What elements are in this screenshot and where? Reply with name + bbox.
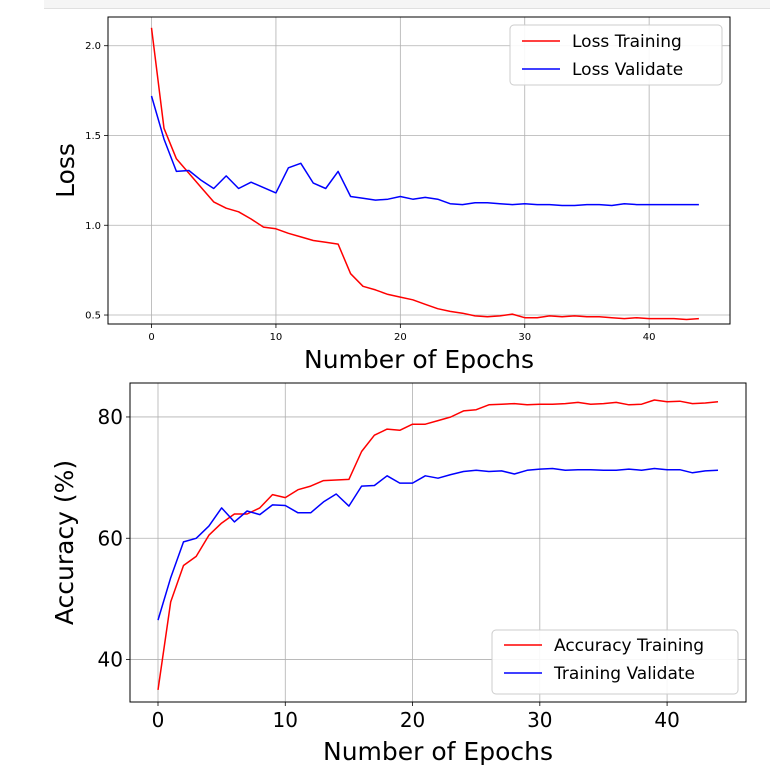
y-tick-label: 2.0 [85, 41, 101, 52]
legend-box [509, 24, 723, 86]
legend-label: Training Validate [553, 664, 695, 684]
x-tick-label: 0 [148, 332, 154, 343]
y-axis-label: Accuracy (%) [50, 460, 79, 625]
y-axis-label: Loss [51, 143, 80, 198]
y-tick-label: 1.5 [85, 131, 101, 142]
plot-frame [129, 382, 747, 703]
series-line [150, 95, 699, 207]
plot-frame [107, 16, 731, 325]
x-tick-label: 10 [270, 332, 283, 343]
x-axis-label: Number of Epochs [304, 345, 534, 374]
x-tick-label: 20 [394, 332, 407, 343]
legend: Accuracy Training Training Validate [491, 629, 739, 695]
notebook-output-header [44, 0, 770, 9]
legend-label: Loss Training [572, 32, 682, 52]
x-tick-label: 30 [518, 332, 531, 343]
series-line [157, 467, 719, 621]
legend: Loss Training Loss Validate [509, 24, 723, 86]
y-tick-label: 60 [98, 526, 123, 550]
series-line [150, 27, 699, 321]
y-tick-label: 40 [98, 648, 123, 672]
x-tick-label: 0 [152, 708, 165, 732]
x-tick-label: 40 [643, 332, 656, 343]
x-tick-label: 20 [400, 708, 425, 732]
legend-label: Loss Validate [572, 60, 683, 80]
chart-2: 0 10 20 30 40 40 60 80 Number of Epochs Accuracy … [50, 382, 747, 766]
y-tick-label: 80 [98, 405, 123, 429]
x-tick-label: 30 [527, 708, 552, 732]
x-axis-label: Number of Epochs [323, 737, 553, 766]
legend-label: Accuracy Training [554, 636, 704, 656]
y-tick-label: 0.5 [85, 311, 101, 322]
legend-box [491, 629, 739, 695]
x-tick-label: 10 [273, 708, 298, 732]
x-tick-label: 40 [654, 708, 679, 732]
y-tick-label: 1.0 [85, 221, 101, 232]
chart-1: 0 10 20 30 40 0.5 1.0 1.5 2.0 Number of Epochs Los… [51, 16, 731, 374]
